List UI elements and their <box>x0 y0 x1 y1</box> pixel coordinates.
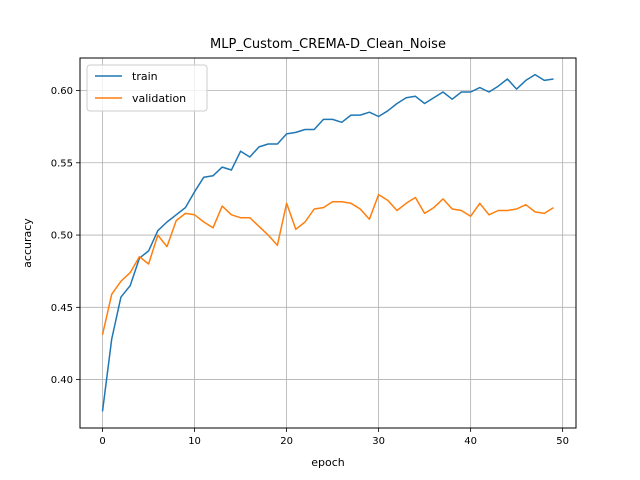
y-axis-label: accuracy <box>21 218 34 268</box>
legend-label-validation: validation <box>132 92 186 105</box>
x-tick-label: 40 <box>464 436 477 447</box>
x-tick-label: 10 <box>188 436 201 447</box>
x-tick-label: 50 <box>556 436 569 447</box>
ticks: 0 10 20 30 40 50 0.40 0.45 0.50 0.55 0.60 <box>51 86 569 447</box>
legend: train validation <box>86 64 208 112</box>
x-tick-label: 30 <box>372 436 385 447</box>
y-tick-label: 0.50 <box>51 231 73 242</box>
series-line-train <box>101 73 554 412</box>
x-axis-label: epoch <box>311 456 345 469</box>
series-lines <box>101 73 554 412</box>
grid <box>80 58 576 428</box>
series-line-validation <box>101 193 554 335</box>
y-tick-label: 0.55 <box>51 158 73 169</box>
plot-frame <box>79 57 577 429</box>
x-tick-label: 0 <box>99 436 105 447</box>
y-tick-label: 0.45 <box>51 303 73 314</box>
y-tick-label: 0.60 <box>51 86 73 97</box>
legend-label-train: train <box>132 70 158 83</box>
chart-title: MLP_Custom_CREMA-D_Clean_Noise <box>210 37 446 52</box>
y-tick-label: 0.40 <box>51 375 73 386</box>
x-tick-label: 20 <box>280 436 293 447</box>
